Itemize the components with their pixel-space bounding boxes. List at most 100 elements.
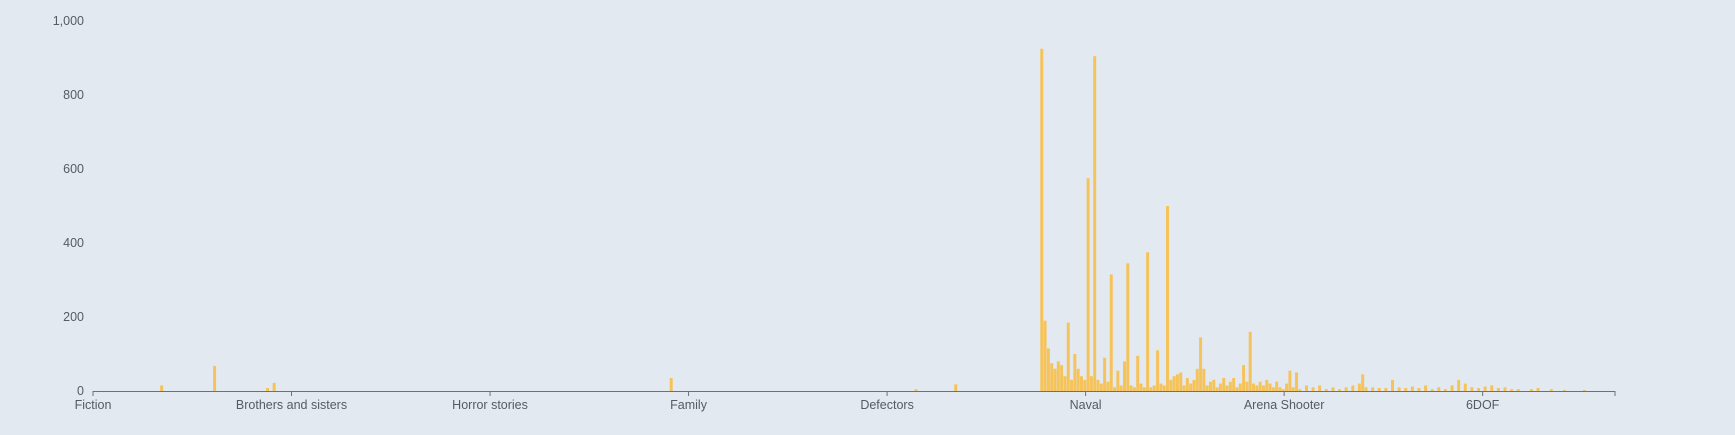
bar xyxy=(1146,252,1150,391)
x-tick-label: Family xyxy=(670,398,708,412)
bar xyxy=(1076,368,1080,391)
y-tick-label: 400 xyxy=(63,236,84,250)
bar xyxy=(1549,389,1553,391)
bar xyxy=(1156,350,1160,391)
bar xyxy=(1304,385,1308,391)
bar xyxy=(1103,357,1107,391)
bar xyxy=(1093,56,1097,392)
bar xyxy=(1275,381,1279,391)
y-tick-label: 1,000 xyxy=(53,14,84,28)
x-tick-label: Brothers and sisters xyxy=(236,398,347,412)
bar xyxy=(669,378,673,391)
bar xyxy=(1086,178,1090,391)
bar xyxy=(1050,363,1054,391)
bar xyxy=(1159,383,1163,391)
bar xyxy=(1443,389,1447,391)
bar xyxy=(1245,381,1249,391)
bar xyxy=(1066,322,1070,391)
bar xyxy=(1205,385,1209,391)
bar xyxy=(914,389,918,391)
bar xyxy=(1470,387,1474,391)
bar xyxy=(1496,388,1500,391)
bar xyxy=(1228,381,1232,391)
bar xyxy=(1450,385,1454,391)
bar xyxy=(1516,389,1520,391)
bar xyxy=(1192,379,1196,391)
bar xyxy=(1430,389,1434,391)
bar xyxy=(1391,379,1394,391)
bar xyxy=(1070,379,1074,391)
bar xyxy=(1083,379,1087,391)
bar xyxy=(1232,378,1236,391)
bar xyxy=(1490,385,1494,391)
bar xyxy=(1043,320,1047,391)
bar xyxy=(1361,374,1365,391)
bar xyxy=(1410,386,1414,391)
bar xyxy=(1189,383,1193,391)
bar xyxy=(1298,389,1302,391)
bar xyxy=(1172,376,1176,391)
bar xyxy=(1073,354,1077,391)
bar xyxy=(1182,385,1186,391)
bar xyxy=(954,384,958,391)
bar xyxy=(1162,385,1166,391)
bar xyxy=(1483,386,1487,391)
x-tick-label: Defectors xyxy=(860,398,914,412)
x-tick-label: Naval xyxy=(1070,398,1102,412)
bar xyxy=(1424,385,1428,391)
bar xyxy=(1278,387,1282,391)
bar xyxy=(1119,385,1123,391)
bar xyxy=(1079,376,1083,391)
bar xyxy=(1212,379,1216,391)
bar xyxy=(1053,368,1057,391)
bar xyxy=(1099,383,1103,391)
bar xyxy=(1139,383,1143,391)
bar xyxy=(1311,387,1315,391)
bar xyxy=(1371,387,1375,391)
bar xyxy=(1291,387,1295,391)
bar xyxy=(1268,383,1272,391)
bar xyxy=(1179,372,1183,391)
bar xyxy=(1248,331,1252,391)
bar xyxy=(1255,385,1259,391)
bar xyxy=(1288,370,1292,391)
bar xyxy=(1089,376,1093,391)
bar xyxy=(1202,368,1206,391)
x-tick-label: Fiction xyxy=(75,398,112,412)
bar xyxy=(1242,365,1246,391)
bar xyxy=(1510,389,1514,391)
bar xyxy=(1096,379,1100,391)
bar xyxy=(1503,387,1507,391)
bar xyxy=(1126,263,1130,391)
bar xyxy=(1123,361,1126,391)
bar xyxy=(1281,389,1285,391)
bar xyxy=(1225,385,1229,391)
bar xyxy=(1417,388,1421,391)
bar xyxy=(1132,387,1136,391)
y-tick-label: 0 xyxy=(77,384,84,398)
bar xyxy=(1215,387,1219,391)
bar xyxy=(1338,389,1342,391)
bar xyxy=(1106,381,1110,391)
bar xyxy=(1169,379,1173,391)
bar xyxy=(1295,372,1299,391)
bar xyxy=(213,365,217,391)
bar xyxy=(1377,388,1381,391)
bar xyxy=(1238,383,1242,391)
bar xyxy=(1404,388,1408,391)
y-tick-label: 200 xyxy=(63,310,84,324)
bar xyxy=(1235,387,1239,391)
bar xyxy=(266,388,270,391)
bar xyxy=(1397,387,1401,391)
y-tick-label: 800 xyxy=(63,88,84,102)
y-tick-label: 600 xyxy=(63,162,84,176)
bar xyxy=(1209,381,1212,391)
bar xyxy=(1218,383,1222,391)
bar xyxy=(1046,348,1050,391)
bar xyxy=(1166,206,1169,391)
bar xyxy=(1582,389,1586,391)
bar xyxy=(1222,378,1226,391)
bar xyxy=(1384,388,1388,391)
